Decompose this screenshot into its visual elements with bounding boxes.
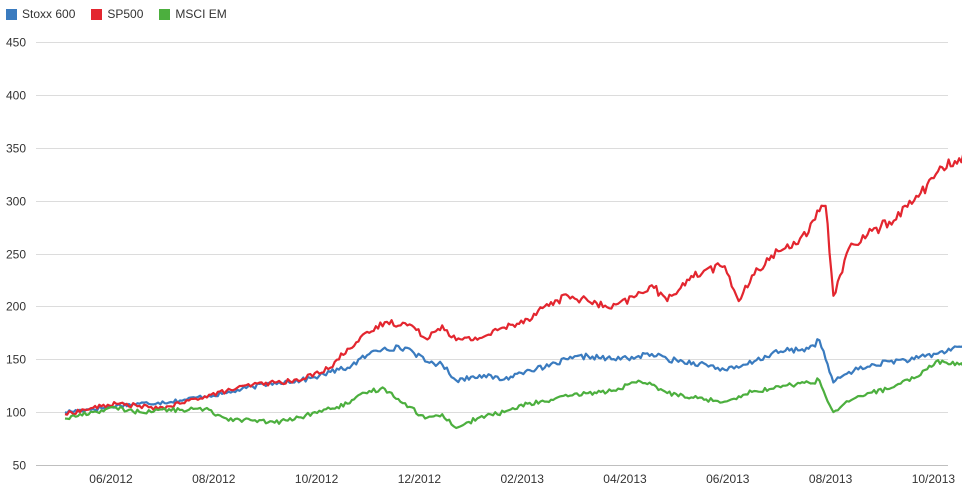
- x-tick-label: 06/2013: [706, 472, 750, 486]
- y-tick-label: 150: [6, 353, 26, 367]
- legend-item-msci-em[interactable]: MSCI EM: [159, 7, 227, 21]
- series-line-sp500: [64, 154, 962, 416]
- legend-swatch-msci-em: [159, 8, 171, 20]
- y-axis: 50 100 150 200 250 300 350 400 450: [6, 36, 26, 473]
- x-tick-label: 10/2012: [295, 472, 339, 486]
- x-tick-label: 12/2012: [398, 472, 442, 486]
- y-tick-label: 300: [6, 195, 26, 209]
- y-tick-label: 350: [6, 142, 26, 156]
- legend-label-msci-em: MSCI EM: [175, 7, 227, 21]
- y-tick-label: 100: [6, 406, 26, 420]
- x-tick-label: 08/2012: [192, 472, 236, 486]
- x-tick-label: 04/2013: [603, 472, 647, 486]
- legend-item-sp500[interactable]: SP500: [91, 7, 143, 21]
- legend: Stoxx 600 SP500 MSCI EM: [6, 5, 243, 23]
- series-lines: [64, 154, 962, 430]
- y-tick-label: 400: [6, 89, 26, 103]
- x-tick-label: 10/2013: [912, 472, 956, 486]
- legend-swatch-sp500: [91, 8, 103, 20]
- gridlines: [36, 42, 948, 466]
- legend-label-stoxx600: Stoxx 600: [22, 7, 76, 21]
- series-line-stoxx-600: [64, 338, 962, 415]
- x-tick-label: 08/2013: [809, 472, 853, 486]
- y-tick-label: 50: [13, 459, 27, 473]
- y-tick-label: 250: [6, 248, 26, 262]
- legend-item-stoxx600[interactable]: Stoxx 600: [6, 7, 75, 21]
- y-tick-label: 450: [6, 36, 26, 50]
- x-axis: 06/2012 08/2012 10/2012 12/2012 02/2013 04/20…: [89, 472, 955, 486]
- series-line-msci-em: [64, 359, 962, 430]
- y-tick-label: 200: [6, 300, 26, 314]
- legend-label-sp500: SP500: [107, 7, 144, 21]
- legend-swatch-stoxx600: [6, 8, 17, 20]
- x-tick-label: 02/2013: [501, 472, 545, 486]
- x-tick-label: 06/2012: [89, 472, 133, 486]
